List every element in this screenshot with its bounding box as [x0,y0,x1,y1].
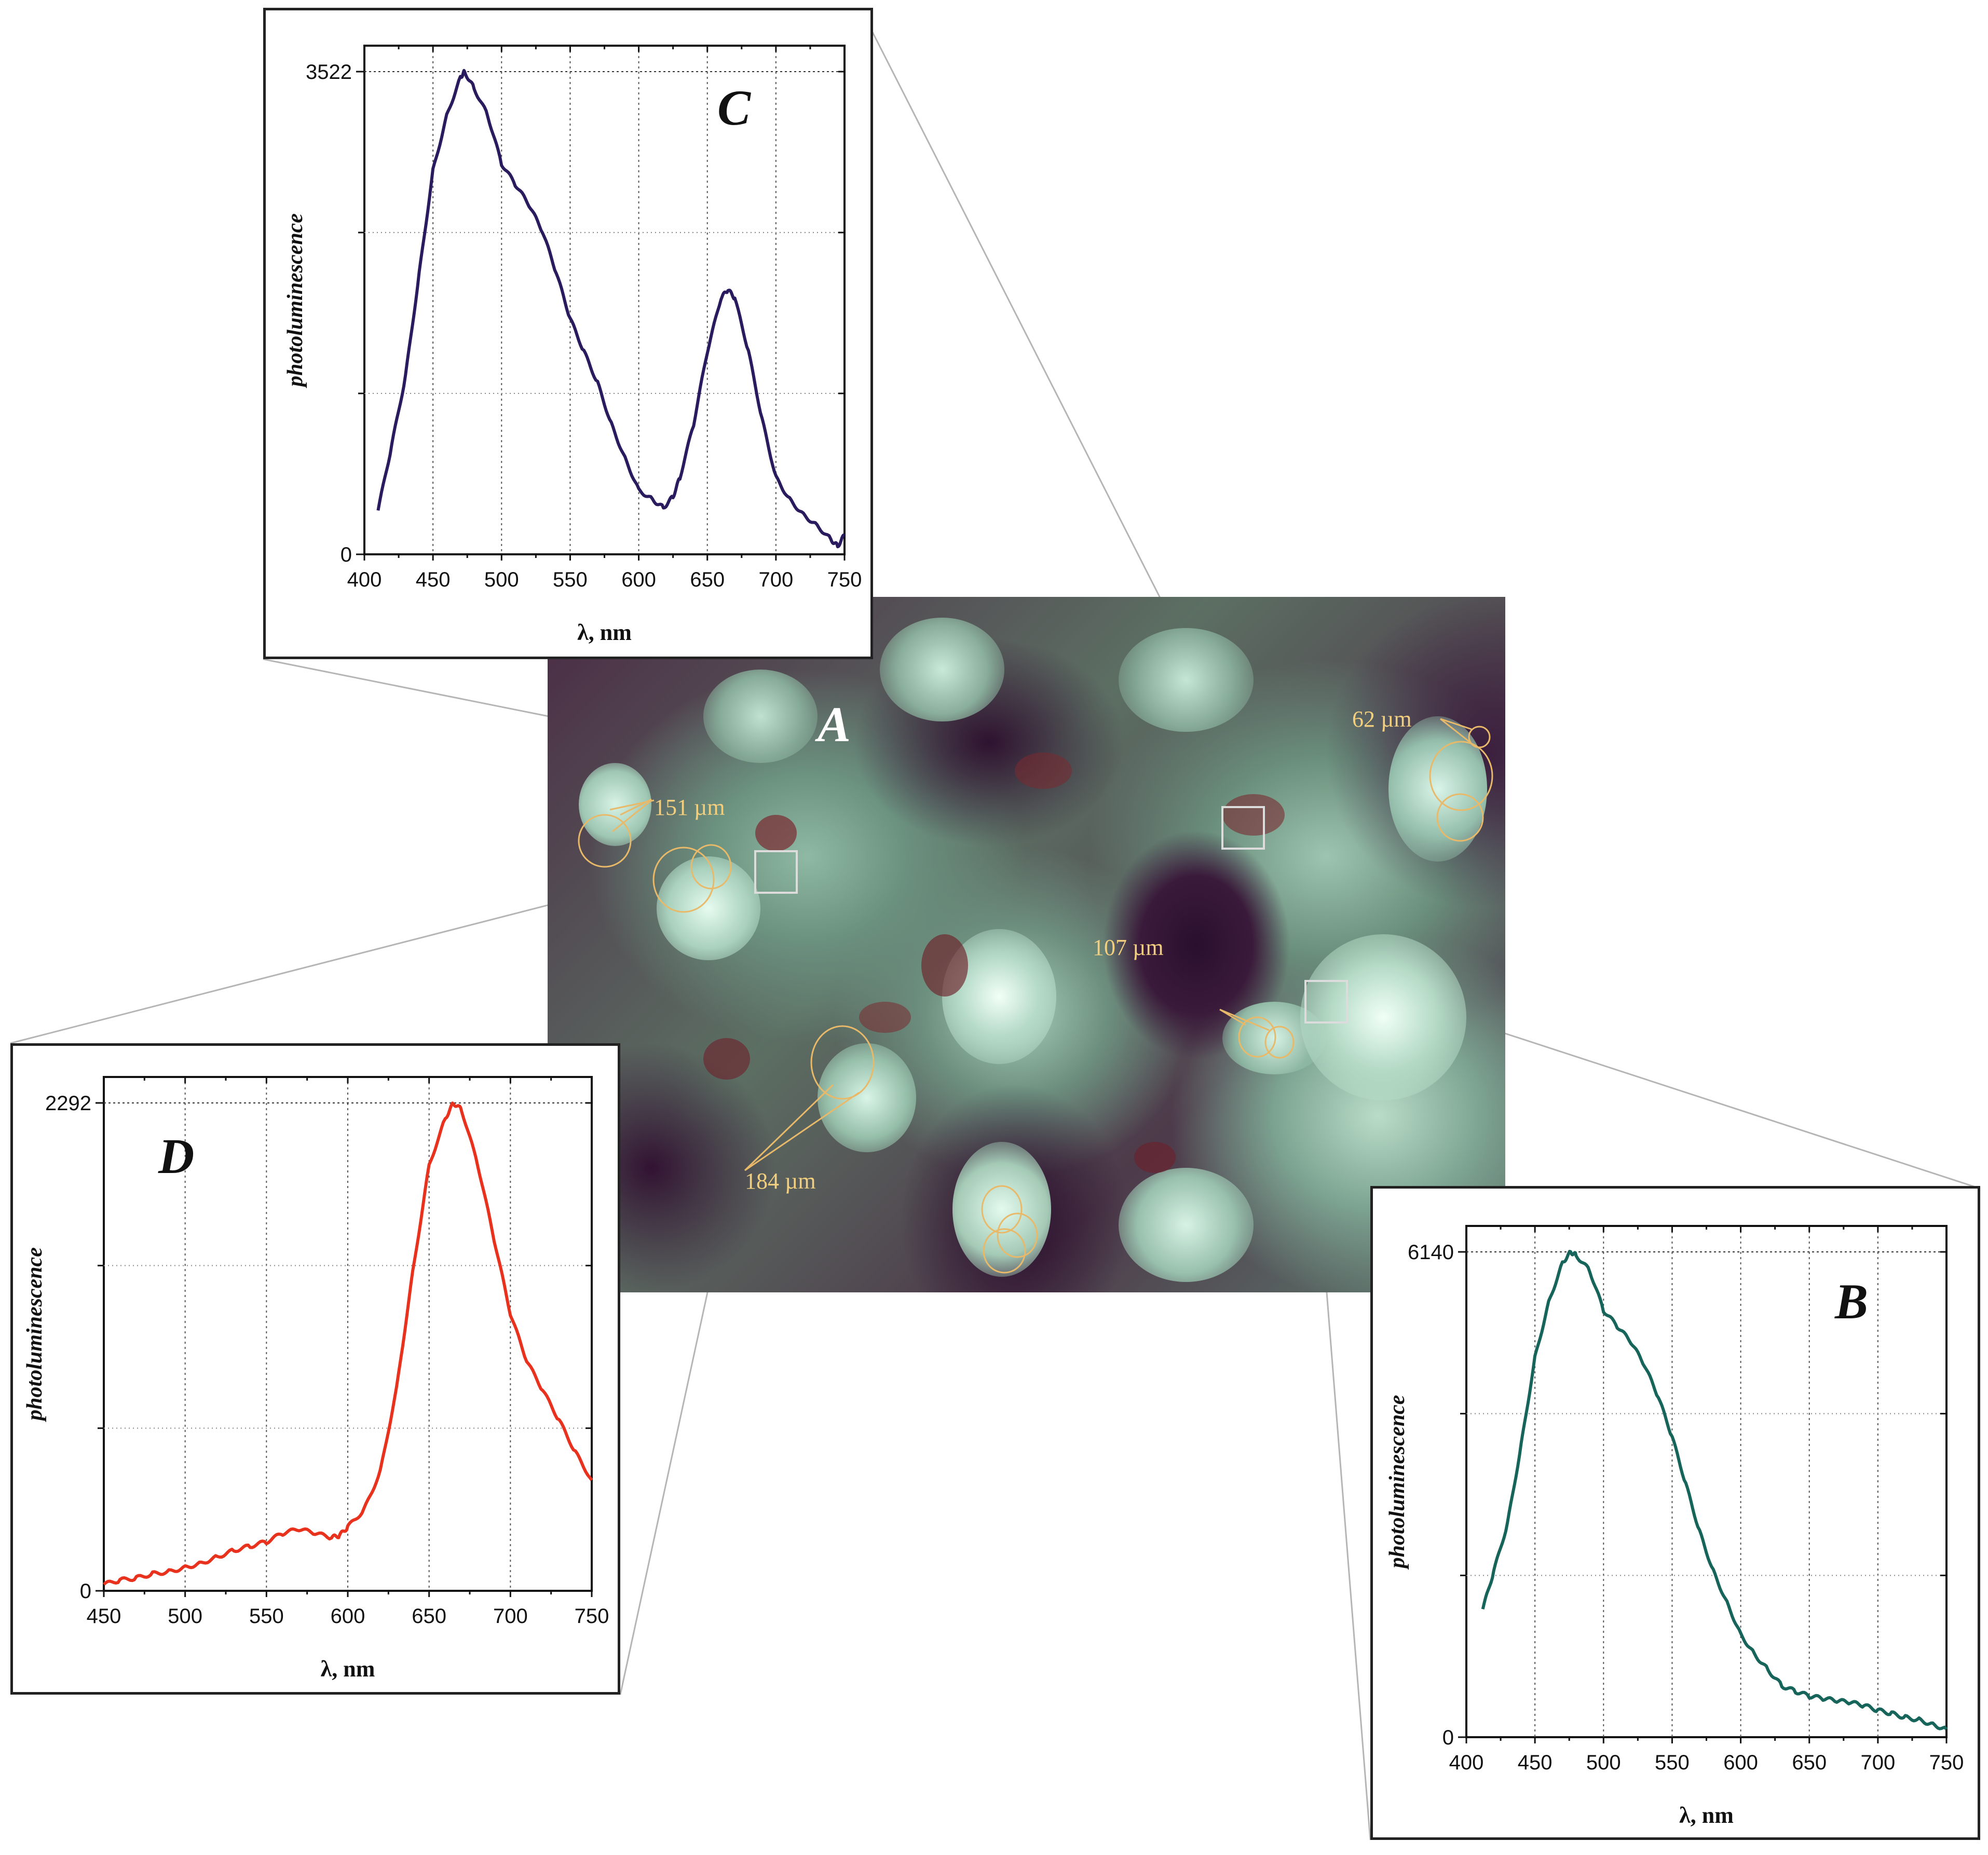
y-tick-label: 3522 [306,61,352,84]
cell-outline-151b [652,847,715,913]
annotation-overlay [578,718,1493,1274]
y-tick-label: 0 [80,1580,91,1603]
panel-letter: D [158,1128,194,1184]
sample-square-D [754,850,798,894]
spectrum-curve [1481,1250,1948,1730]
x-tick-label: 450 [1518,1751,1553,1774]
cell [880,618,1004,721]
annotation-107um: 107 µm [1093,935,1164,960]
x-tick-label: 600 [331,1605,365,1628]
chart-panel-D: 450 500 550 600 650 700 750 0 2292 λ, nm photolumi… [10,1043,620,1695]
pigment-speck [703,1038,750,1080]
cell [952,1142,1051,1277]
cell [1119,1168,1254,1282]
x-tick-label: 400 [347,568,382,591]
panel-letter: B [1834,1274,1868,1329]
spectrum-curve [376,69,846,549]
y-tick-label: 0 [1442,1726,1454,1749]
x-tick-label: 600 [1723,1751,1758,1774]
annotation-151um: 151 µm [654,795,725,820]
pigment-speck [755,815,797,851]
spectrum-curve [102,1101,593,1586]
x-tick-label: 450 [416,568,451,591]
x-tick-label: 550 [553,568,588,591]
y-tick-label: 2292 [45,1092,91,1115]
chart-panel-C: 400 450 500 550 600 650 700 750 0 3522 λ, nm photol… [263,8,873,659]
y-axis-title: photoluminescence [283,213,307,388]
sample-square-B [1304,980,1348,1024]
x-tick-label: 500 [168,1605,202,1628]
x-axis-title: λ, nm [1679,1803,1734,1828]
cell [1300,934,1466,1100]
x-tick-label: 700 [493,1605,528,1628]
chart-B: 400 450 500 550 600 650 700 750 0 6140 λ, nm photol… [1385,1225,1964,1828]
cell [703,670,818,763]
x-tick-label: 700 [758,568,793,591]
sample-square-C [1221,806,1265,850]
x-tick-label: 650 [412,1605,446,1628]
x-tick-label: 550 [249,1605,284,1628]
y-tick-label: 6140 [1408,1241,1454,1264]
x-tick-label: 650 [690,568,725,591]
annotation-62um: 62 µm [1352,706,1412,732]
panel-label-A: A [818,697,851,752]
pigment-speck [1222,794,1285,836]
chart-D: 450 500 550 600 650 700 750 0 2292 λ, nm photolumi… [23,1076,609,1682]
x-tick-label: 750 [575,1605,609,1628]
pigment-speck [1015,753,1072,789]
annotation-184um: 184 µm [745,1168,816,1194]
cell [657,856,760,960]
x-tick-label: 400 [1449,1751,1484,1774]
cell [1119,628,1254,732]
chart-C: 400 450 500 550 600 650 700 750 0 3522 λ, nm photol… [283,45,862,645]
x-tick-label: 600 [621,568,656,591]
x-tick-label: 750 [827,568,862,591]
x-tick-label: 650 [1792,1751,1827,1774]
x-axis-title: λ, nm [321,1656,375,1682]
pigment-speck [1134,1142,1176,1173]
panel-letter: C [717,80,751,135]
x-tick-label: 450 [87,1605,121,1628]
micrograph-A: A 151 µm 62 µm 107 µm 184 µm [548,597,1505,1292]
y-axis-title: photoluminescence [23,1247,47,1422]
x-tick-label: 500 [1586,1751,1621,1774]
y-axis-title: photoluminescence [1385,1395,1409,1570]
pigment-speck [859,1002,911,1033]
x-tick-label: 750 [1929,1751,1964,1774]
x-tick-label: 550 [1655,1751,1690,1774]
pigment-speck [921,934,968,997]
y-tick-label: 0 [341,543,352,566]
x-tick-label: 700 [1860,1751,1895,1774]
chart-panel-B: 400 450 500 550 600 650 700 750 0 6140 λ, nm photol… [1370,1186,1980,1840]
cell-outline-151a [578,814,632,868]
x-axis-title: λ, nm [577,620,632,645]
x-tick-label: 500 [484,568,519,591]
